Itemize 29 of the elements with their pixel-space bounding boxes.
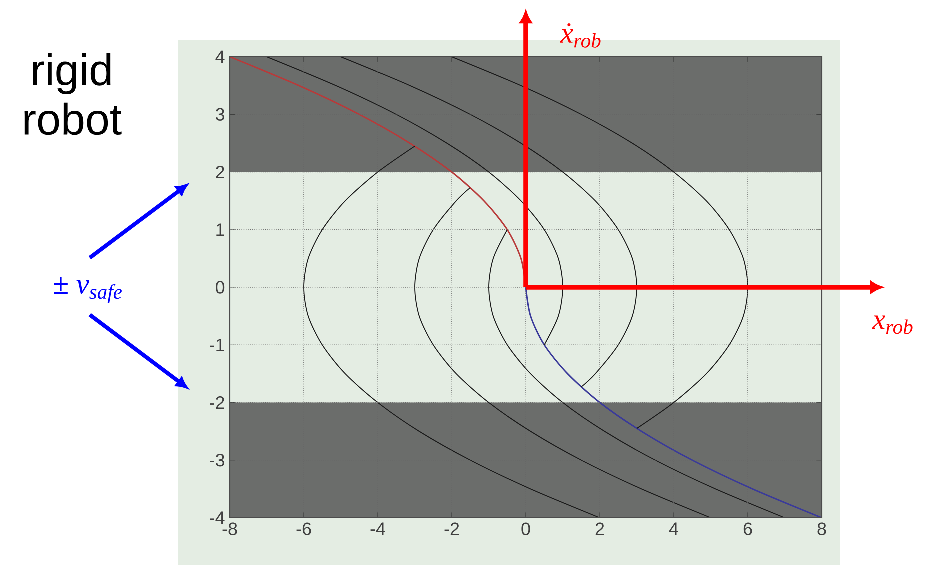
y-tick-label: 3: [216, 108, 225, 121]
x-tick-label: -2: [444, 522, 460, 536]
line-series: [304, 146, 600, 518]
y-tick-label: 4: [216, 50, 225, 64]
x-tick-label: 2: [596, 522, 604, 536]
y-tick-label: 2: [216, 166, 224, 179]
x-tick-label: 0: [522, 522, 530, 536]
line-series: [525, 286, 822, 518]
x-tick-label: -4: [370, 522, 386, 536]
y-tick-label: -1: [210, 338, 224, 352]
y-tick-label: 1: [216, 224, 224, 236]
x-tick-label: -8: [222, 522, 238, 536]
y-tick-label: -4: [210, 512, 225, 524]
line-series: [340, 57, 638, 388]
line-series: [266, 57, 564, 346]
text: ẋ$_{rob}$: [560, 23, 601, 48]
text: x$_{rob}$: [872, 316, 913, 334]
x-tick-label: 6: [744, 522, 752, 536]
x-tick-label: 8: [818, 522, 826, 536]
chart-title: rigid robot: [24, 54, 122, 136]
x-tick-label: -6: [296, 522, 312, 536]
y-tick-label: 0: [216, 281, 225, 294]
text: ± v$_{safe}$: [54, 277, 122, 304]
line-series: [452, 57, 748, 430]
line-series: [488, 229, 786, 518]
y-tick-label: -2: [210, 396, 224, 410]
line-series: [414, 187, 712, 518]
y-tick-label: -3: [210, 454, 225, 467]
x-tick-label: 4: [669, 522, 678, 536]
